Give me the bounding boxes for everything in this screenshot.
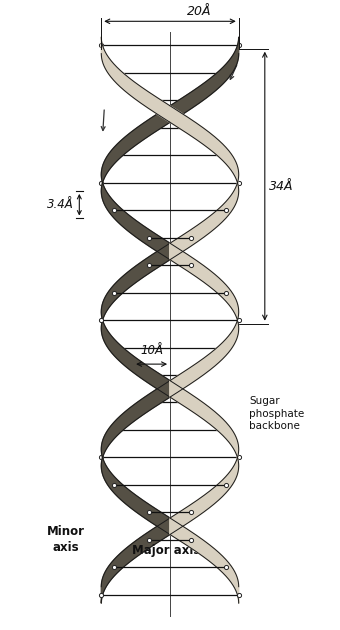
Text: Major axis: Major axis (132, 544, 201, 558)
Polygon shape (101, 243, 170, 397)
Text: 20Å: 20Å (187, 5, 212, 18)
Text: 34Å: 34Å (269, 180, 293, 193)
Text: 10Å: 10Å (140, 344, 163, 357)
Polygon shape (170, 518, 239, 603)
Polygon shape (170, 106, 239, 260)
Polygon shape (170, 381, 239, 534)
Polygon shape (101, 518, 170, 603)
Polygon shape (101, 37, 170, 122)
Polygon shape (101, 106, 170, 260)
Text: Minor
axis: Minor axis (47, 525, 85, 554)
Polygon shape (170, 243, 239, 397)
Polygon shape (101, 381, 170, 534)
Polygon shape (170, 37, 239, 122)
Text: 3.4Å: 3.4Å (47, 198, 74, 211)
Text: Sugar
phosphate
backbone: Sugar phosphate backbone (249, 396, 304, 431)
